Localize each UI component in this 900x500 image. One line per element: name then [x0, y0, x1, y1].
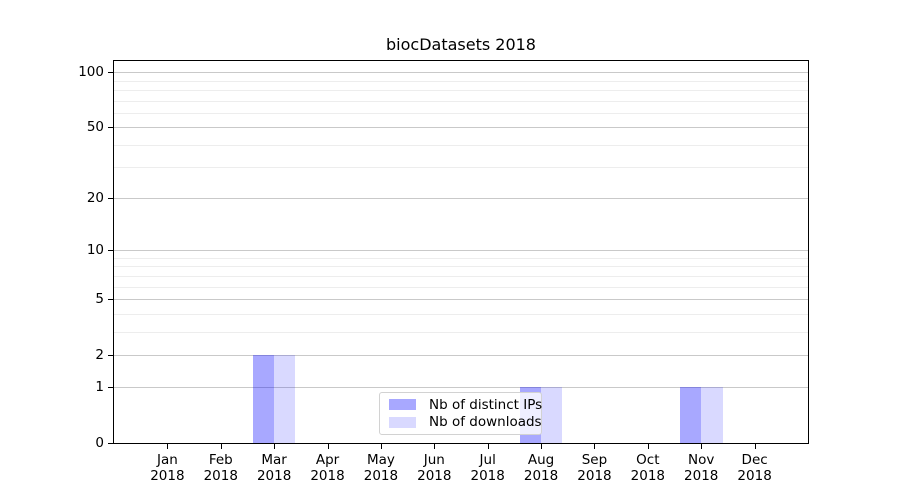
x-axis-tick-label: Jun 2018 [417, 452, 452, 484]
gridline-minor [114, 331, 808, 333]
y-axis-tick [108, 443, 113, 444]
gridline-major [114, 72, 808, 74]
gridline-minor [114, 275, 808, 277]
gridline-minor [114, 313, 808, 315]
gridline-minor [114, 266, 808, 268]
x-axis-tick [647, 444, 649, 449]
y-axis-tick-label: 100 [78, 64, 104, 81]
legend-swatch-downloads [389, 416, 416, 428]
y-axis-tick-label: 5 [95, 291, 104, 308]
x-axis-tick-label: Oct 2018 [630, 452, 666, 484]
gridline-major [114, 299, 808, 301]
bar-downloads-aug [541, 387, 563, 443]
y-axis-tick-label: 20 [86, 190, 104, 207]
x-axis-tick [701, 444, 703, 449]
y-axis-tick [108, 127, 113, 129]
legend: Nb of distinct IPs Nb of downloads [379, 392, 542, 435]
gridline-minor [114, 80, 808, 82]
x-axis-tick-label: May 2018 [363, 452, 399, 484]
gridline-minor [114, 258, 808, 259]
y-axis-tick [108, 250, 113, 252]
gridline-minor [114, 89, 808, 91]
x-axis-tick [327, 444, 329, 449]
x-axis-tick-label: Mar 2018 [256, 452, 292, 484]
x-axis-tick [487, 444, 489, 449]
x-axis-tick-label: Jan 2018 [150, 452, 185, 484]
x-axis-tick [167, 444, 169, 449]
y-axis-tick-label: 1 [95, 379, 104, 396]
legend-swatch-distinct-ips [389, 399, 416, 411]
x-axis-tick-label: Jul 2018 [470, 452, 505, 484]
y-axis-tick-label: 2 [95, 346, 104, 363]
gridline-minor [114, 167, 808, 169]
legend-label-distinct-ips: Nb of distinct IPs [429, 396, 543, 413]
gridline-major [114, 127, 808, 129]
gridline-major [114, 250, 808, 252]
x-axis-tick-label: Aug 2018 [523, 452, 559, 484]
gridline-minor [114, 100, 808, 102]
x-axis-tick-label: Apr 2018 [310, 452, 345, 484]
y-axis-tick-label: 50 [86, 119, 104, 136]
gridline-minor [114, 286, 808, 288]
x-axis-tick [754, 444, 756, 449]
gridline-minor [114, 112, 808, 114]
bar-distinct-ips-mar [252, 354, 275, 443]
y-axis-tick [108, 354, 113, 356]
legend-row-distinct-ips: Nb of distinct IPs [389, 397, 542, 413]
x-axis-tick [274, 444, 276, 449]
x-axis-tick-label: Dec 2018 [737, 452, 772, 484]
gridline-major [114, 354, 808, 356]
x-axis-tick [594, 444, 596, 449]
bar-distinct-ips-nov [679, 387, 702, 443]
y-axis-tick-label: 0 [95, 435, 104, 451]
y-axis-tick [108, 72, 113, 74]
x-axis-tick-label: Sep 2018 [577, 452, 612, 484]
chart-title: biocDatasets 2018 [386, 35, 536, 54]
x-axis-tick-label: Nov 2018 [684, 452, 719, 484]
legend-label-downloads: Nb of downloads [429, 414, 542, 431]
legend-row-downloads: Nb of downloads [389, 414, 542, 430]
gridline-major [114, 198, 808, 200]
gridline-minor [114, 144, 808, 146]
bar-downloads-mar [274, 354, 296, 443]
x-axis-tick [220, 444, 222, 449]
y-axis-tick [108, 198, 113, 200]
gridline-major [114, 387, 808, 389]
x-axis-tick-label: Feb 2018 [203, 452, 238, 484]
x-axis-tick [541, 444, 543, 449]
y-axis-tick [108, 387, 113, 389]
x-axis-tick [434, 444, 436, 449]
bar-downloads-nov [701, 387, 723, 443]
plot-area [113, 60, 809, 444]
y-axis-tick [108, 299, 113, 301]
x-axis-tick [380, 444, 382, 449]
y-axis-tick-label: 10 [86, 242, 104, 259]
